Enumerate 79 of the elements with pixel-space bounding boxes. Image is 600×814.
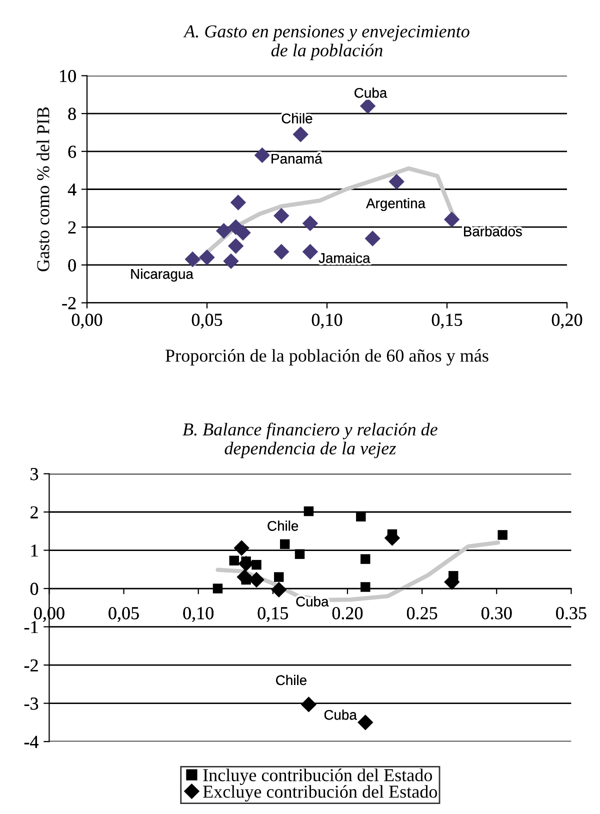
x-tick-label: 0.30	[482, 607, 512, 620]
point	[212, 584, 223, 594]
y-tick-label: -2	[24, 659, 38, 672]
point	[364, 230, 380, 246]
x-tick-label: 0,05	[108, 607, 139, 622]
y-tick-label: 6	[68, 146, 76, 158]
point	[302, 215, 318, 232]
y-tick-label: -3	[24, 698, 38, 710]
y-tick-label: 3	[30, 468, 38, 480]
chart-title: B. Balance financiero y relación de dependencia de la vejez	[182, 422, 438, 458]
point	[300, 696, 317, 712]
point	[184, 251, 200, 268]
legend-label: Excluye contribución del Estado	[203, 785, 438, 802]
y-tick-label: 0	[30, 582, 38, 595]
x-tick-label: 0.25	[406, 607, 438, 620]
x-tick-label: 0,15	[432, 314, 462, 329]
point	[388, 174, 404, 190]
x-tick-label: 0,05	[192, 314, 222, 329]
x-tick-label: 0.20	[332, 607, 363, 620]
y-tick-label: 10	[60, 70, 76, 82]
y-tick-label: 0	[68, 259, 76, 272]
point	[238, 556, 254, 572]
x-tick-label: 0,20	[552, 314, 582, 329]
annotation: Argentina	[366, 198, 426, 211]
x-tick-label: 0,10	[312, 314, 342, 329]
point	[271, 582, 287, 598]
point	[228, 238, 244, 254]
point	[274, 572, 284, 582]
point	[358, 714, 374, 730]
y-tick-label: 2	[30, 506, 38, 518]
chart-title: A. Gasto en pensiones y envejecimiento de la población	[183, 25, 470, 60]
y-tick-label: -2	[62, 297, 76, 310]
annotation: Chile	[276, 674, 306, 686]
point	[254, 147, 270, 164]
annotation: Cuba	[296, 596, 329, 606]
annotation: Chile	[282, 113, 312, 124]
point	[274, 208, 290, 224]
x-axis-title: Proporción de la población de 60 años y más	[166, 349, 488, 366]
point	[360, 554, 370, 564]
x-tick-label: 0,10	[183, 607, 214, 622]
point	[234, 540, 250, 556]
annotation: Cuba	[324, 710, 357, 720]
annotation: Nicaragua	[131, 268, 194, 282]
point	[223, 253, 239, 270]
point	[360, 582, 370, 592]
point	[302, 244, 318, 260]
point	[280, 539, 290, 550]
point	[252, 560, 262, 570]
y-tick-label: -1	[24, 621, 38, 634]
point	[360, 98, 376, 114]
annotation: Panamá	[272, 153, 322, 164]
y-tick-label: 2	[68, 221, 76, 234]
annotation: Jamaica	[318, 252, 370, 263]
point	[274, 244, 290, 260]
legend-label: Incluye contribución del Estado	[203, 768, 432, 785]
y-axis-title: Gasto como % del PIB	[36, 107, 50, 272]
point	[199, 250, 215, 266]
point	[236, 569, 252, 585]
point	[292, 126, 308, 142]
y-tick-label: 4	[68, 184, 76, 196]
annotation: Barbados	[464, 226, 522, 236]
point	[444, 212, 460, 228]
point	[498, 530, 508, 540]
x-tick-label: 0,00	[72, 314, 102, 329]
y-tick-label: -4	[24, 736, 38, 748]
point	[229, 556, 239, 566]
point	[356, 512, 366, 522]
x-tick-label: 0,15	[258, 607, 288, 622]
y-tick-label: 8	[68, 108, 76, 120]
x-tick-label: 0.35	[556, 607, 586, 620]
point	[294, 549, 305, 559]
point	[235, 224, 251, 241]
point	[230, 194, 246, 210]
point	[216, 223, 232, 239]
y-tick-label: 1	[31, 544, 38, 557]
point	[304, 506, 314, 516]
annotation: Cuba	[354, 88, 388, 98]
annotation: Chile	[268, 520, 298, 531]
point	[248, 572, 264, 588]
